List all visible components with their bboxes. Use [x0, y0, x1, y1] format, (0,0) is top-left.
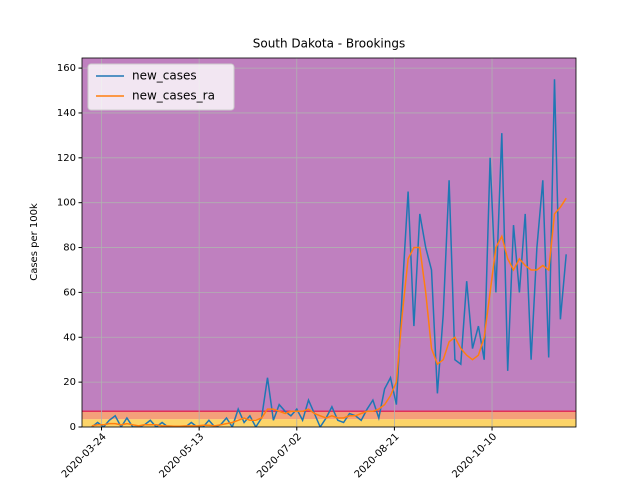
- x-tick-label: 2020-08-21: [353, 431, 402, 480]
- band: [82, 419, 576, 427]
- x-tick-label: 2020-07-02: [255, 431, 304, 480]
- x-tick-label: 2020-10-10: [450, 431, 499, 480]
- x-tick-label: 2020-03-24: [60, 431, 109, 480]
- y-tick-label: 140: [57, 108, 76, 119]
- legend-box: [87, 63, 235, 111]
- series-line: [91, 197, 567, 427]
- band: [82, 411, 576, 420]
- series-line: [91, 79, 567, 427]
- y-tick-label: 40: [63, 332, 76, 343]
- y-tick-label: 80: [63, 243, 76, 254]
- chart-title: South Dakota - Brookings: [253, 37, 406, 51]
- y-tick-label: 20: [63, 377, 76, 388]
- y-tick-label: 60: [63, 287, 76, 298]
- legend-label: new_cases_ra: [132, 89, 215, 103]
- axes-frame: [81, 57, 577, 428]
- y-axis-label: Cases per 100k: [29, 203, 40, 281]
- legend-label: new_cases: [132, 69, 197, 83]
- y-tick-label: 160: [57, 63, 76, 74]
- y-tick-label: 100: [57, 198, 76, 209]
- y-tick-label: 0: [70, 422, 76, 433]
- y-tick-label: 120: [57, 153, 76, 164]
- x-tick-label: 2020-05-13: [158, 431, 207, 480]
